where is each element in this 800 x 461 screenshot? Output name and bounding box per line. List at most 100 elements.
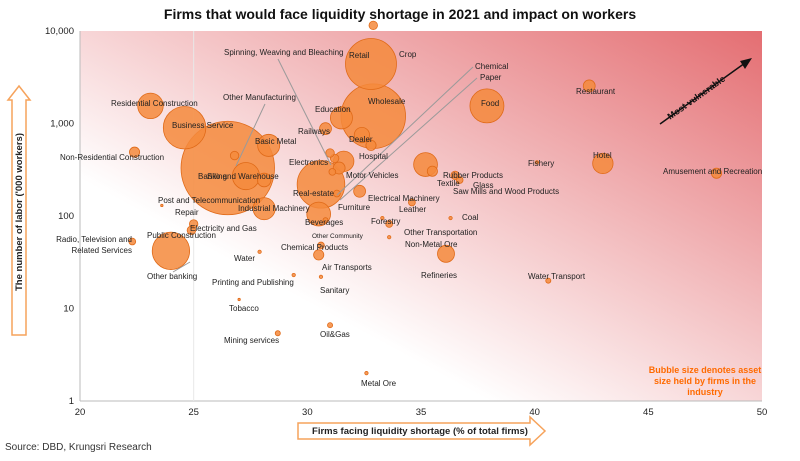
bubble	[426, 165, 438, 177]
bubble	[582, 79, 596, 93]
bubble	[408, 198, 416, 207]
bubble-label: Sanitary	[320, 286, 349, 295]
bubble	[328, 168, 337, 176]
x-tick-label: 25	[188, 407, 199, 418]
leader-line	[172, 261, 191, 273]
bubble	[448, 215, 453, 221]
x-axis-label: Firms facing liquidity shortage (% of to…	[312, 426, 528, 437]
bubble	[353, 127, 370, 144]
y-tick-label: 10	[63, 304, 74, 315]
bubble	[592, 152, 614, 175]
bubble-label: Chemical Products	[281, 243, 348, 252]
bubble-label: Silo and Warehouse	[207, 172, 279, 181]
x-tick-label: 30	[302, 407, 313, 418]
bubble	[151, 231, 191, 270]
x-axis-arrow: Firms facing liquidity shortage (% of to…	[297, 415, 547, 447]
bubble	[380, 215, 385, 221]
bubble	[387, 235, 392, 240]
bubble-label: Crop	[399, 50, 417, 59]
bubble	[322, 217, 329, 224]
bubble-label: Wholesale	[368, 97, 406, 106]
bubble	[455, 176, 464, 184]
bubble	[257, 133, 281, 157]
bubble	[257, 249, 262, 254]
bubble-label: Radio, Television and Related Services	[56, 235, 132, 255]
bubble-size-note: Bubble size denotes asset size held by fi…	[649, 365, 762, 397]
bubble-label: Railways	[298, 127, 330, 136]
bubble	[319, 122, 332, 135]
bubble-label: Dealer	[349, 135, 373, 144]
bubble	[186, 225, 197, 235]
bubble-label-line: Radio, Television and	[56, 235, 132, 244]
bubble-label: Public Construction	[147, 231, 216, 240]
y-axis-arrow: The number of labor ('000 workers)	[6, 84, 32, 336]
trend-arrow-head	[740, 58, 752, 69]
bubble-label: Refineries	[421, 271, 457, 280]
x-tick-label: 35	[416, 407, 427, 418]
bubble-label: Electrical Machinery	[368, 194, 440, 203]
bubble-label: Furniture	[338, 203, 371, 212]
bubble-label: Business Service	[172, 121, 234, 130]
bubble	[332, 161, 346, 175]
bubble	[365, 139, 377, 151]
leader-line	[336, 66, 474, 196]
bubble-label: Air Transports	[322, 263, 372, 272]
bubble-label: Education	[315, 105, 351, 114]
y-tick-label: 1	[69, 396, 74, 407]
bubble	[291, 272, 296, 278]
bubble-label: Repair	[175, 208, 199, 217]
bubble	[385, 220, 393, 228]
bubble-label: Post and Telecommunication	[158, 196, 260, 205]
bubble	[313, 249, 325, 261]
bubble	[353, 184, 366, 198]
bubble	[368, 20, 378, 31]
trend-arrow-line	[659, 62, 746, 125]
bubble	[711, 167, 723, 179]
bubble-label: Paper	[480, 73, 502, 82]
bubble-label: Motor Vehicles	[346, 171, 398, 180]
bubble-label: Water Transport	[528, 272, 586, 281]
x-tick-label: 40	[529, 407, 540, 418]
bubble	[180, 120, 275, 216]
bubble-label: Other banking	[147, 272, 197, 281]
bubble	[364, 371, 369, 376]
note-line: industry	[687, 387, 723, 397]
bubble	[327, 322, 334, 329]
bubble-label: Residential Construction	[111, 99, 198, 108]
bubble-label: Beverages	[305, 218, 343, 227]
bubble-label: Banking	[198, 172, 227, 181]
bubble	[256, 172, 272, 188]
leader-line	[339, 77, 478, 201]
bubble	[318, 274, 324, 279]
bubble-label: Amusement and Recreation	[663, 167, 762, 176]
bubble-label-line: Related Services	[72, 246, 132, 255]
bubble-label: Non-Residential Construction	[60, 153, 164, 162]
bubble-label: Food	[481, 99, 499, 108]
bubble	[252, 197, 276, 221]
bubble-label: Electronics	[289, 158, 328, 167]
bubble-label: Retail	[349, 51, 370, 60]
bubble	[162, 106, 207, 150]
bubble-label: Water	[234, 254, 255, 263]
bubble-label: Tobacco	[229, 304, 259, 313]
bubble-label: Real-estate	[293, 189, 334, 198]
bubble-label: Non-Metal Ore	[405, 240, 458, 249]
bubble-label: Fishery	[528, 159, 554, 168]
bubble-label: Textile	[437, 179, 460, 188]
bubble	[534, 160, 540, 165]
x-tick-label: 50	[757, 407, 768, 418]
bubble-label: Printing and Publishing	[212, 278, 294, 287]
bubble	[129, 146, 141, 158]
bubble	[545, 277, 552, 284]
bubble	[237, 297, 241, 302]
bubble-label: Metal Ore	[361, 379, 397, 388]
bubble-label: Other Transportation	[404, 228, 477, 237]
leader-line	[235, 103, 266, 167]
bubble-label: Leather	[399, 205, 426, 214]
bubble-label: Restaurant	[576, 87, 616, 96]
bubble-label: Other Manufacturing	[223, 93, 296, 102]
bubble	[160, 203, 164, 208]
y-arrow-shape	[6, 84, 32, 336]
bubble	[137, 92, 164, 120]
